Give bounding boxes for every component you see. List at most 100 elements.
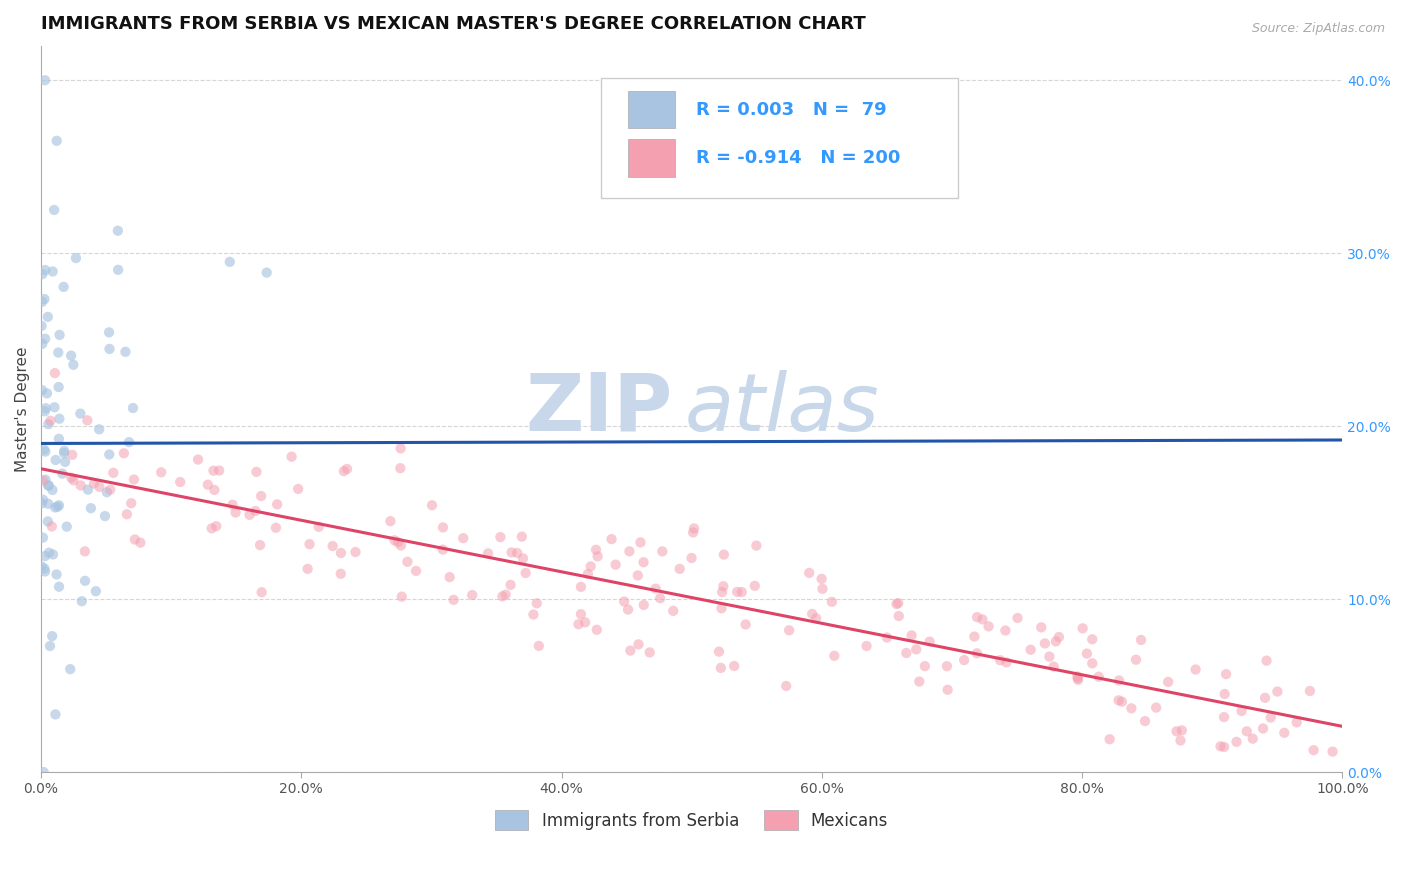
FancyBboxPatch shape xyxy=(600,78,959,198)
Point xyxy=(477,546,499,560)
Point xyxy=(77,483,100,497)
Point xyxy=(1045,634,1067,648)
Point xyxy=(45,453,67,467)
Point xyxy=(662,604,685,618)
Point xyxy=(344,545,367,559)
Point xyxy=(329,546,352,560)
Point xyxy=(297,562,319,576)
Point xyxy=(710,661,733,675)
Point xyxy=(1130,632,1153,647)
Point xyxy=(988,653,1011,667)
Point xyxy=(98,448,121,462)
Point xyxy=(439,570,461,584)
Point xyxy=(1213,687,1236,701)
Point xyxy=(617,602,640,616)
Point xyxy=(221,498,243,512)
Point xyxy=(389,442,412,456)
Point xyxy=(34,292,56,306)
Point xyxy=(731,585,754,599)
Point xyxy=(380,514,402,528)
Point xyxy=(333,464,356,478)
Point xyxy=(1038,649,1060,664)
Point xyxy=(89,422,111,436)
Point xyxy=(1213,710,1236,724)
Point xyxy=(1170,733,1192,747)
Point xyxy=(811,582,834,596)
Point xyxy=(53,455,76,469)
Point xyxy=(42,202,65,217)
Point xyxy=(187,452,209,467)
Point xyxy=(567,617,589,632)
Text: atlas: atlas xyxy=(685,370,880,448)
Point xyxy=(96,485,118,500)
Point xyxy=(512,551,534,566)
Point xyxy=(711,579,734,593)
Point xyxy=(298,537,321,551)
Point xyxy=(1144,700,1167,714)
Point xyxy=(44,401,66,415)
Point xyxy=(900,628,922,642)
Point xyxy=(491,590,513,604)
Point xyxy=(122,473,145,487)
Point xyxy=(1098,732,1121,747)
Text: R = -0.914   N = 200: R = -0.914 N = 200 xyxy=(696,149,900,168)
Point xyxy=(569,607,592,622)
Point xyxy=(31,294,53,309)
Point xyxy=(34,73,56,87)
Point xyxy=(1230,704,1253,718)
Point xyxy=(526,596,548,610)
Point xyxy=(823,648,845,663)
Point xyxy=(245,504,267,518)
Point xyxy=(1071,621,1094,635)
Point xyxy=(420,498,443,512)
Point xyxy=(202,464,225,478)
Point xyxy=(201,521,224,535)
Point xyxy=(1007,611,1029,625)
Point xyxy=(650,591,672,606)
Point xyxy=(41,629,63,643)
Point xyxy=(73,544,96,558)
Point xyxy=(266,497,288,511)
Point xyxy=(1076,647,1098,661)
Point xyxy=(69,407,91,421)
Point xyxy=(522,607,544,622)
Point xyxy=(744,579,766,593)
Point xyxy=(98,342,121,356)
Point xyxy=(280,450,302,464)
Point xyxy=(619,544,641,558)
Point xyxy=(218,255,240,269)
Text: IMMIGRANTS FROM SERBIA VS MEXICAN MASTER'S DEGREE CORRELATION CHART: IMMIGRANTS FROM SERBIA VS MEXICAN MASTER… xyxy=(41,15,866,33)
Point xyxy=(855,639,877,653)
Point xyxy=(972,612,994,626)
Point xyxy=(41,264,63,278)
Point xyxy=(1157,675,1180,690)
Point xyxy=(150,466,173,480)
Point xyxy=(1066,669,1088,683)
FancyBboxPatch shape xyxy=(628,139,675,178)
FancyBboxPatch shape xyxy=(628,91,675,128)
Point xyxy=(389,461,412,475)
Point xyxy=(489,530,512,544)
Point xyxy=(966,610,988,624)
Point xyxy=(627,568,650,582)
Point xyxy=(46,500,69,514)
Point xyxy=(707,645,730,659)
Point xyxy=(83,476,105,491)
Point xyxy=(76,413,98,427)
Text: R = 0.003   N =  79: R = 0.003 N = 79 xyxy=(696,101,886,119)
Point xyxy=(510,530,533,544)
Point xyxy=(995,656,1018,670)
Point xyxy=(60,448,83,462)
Point xyxy=(60,349,83,363)
Point xyxy=(1019,642,1042,657)
Point xyxy=(389,539,412,553)
Point xyxy=(31,383,53,397)
Point xyxy=(887,609,910,624)
Point xyxy=(821,595,844,609)
Point xyxy=(710,601,733,615)
Point xyxy=(322,539,344,553)
Point xyxy=(107,262,129,277)
Point xyxy=(936,682,959,697)
Point xyxy=(107,224,129,238)
Point xyxy=(32,474,55,488)
